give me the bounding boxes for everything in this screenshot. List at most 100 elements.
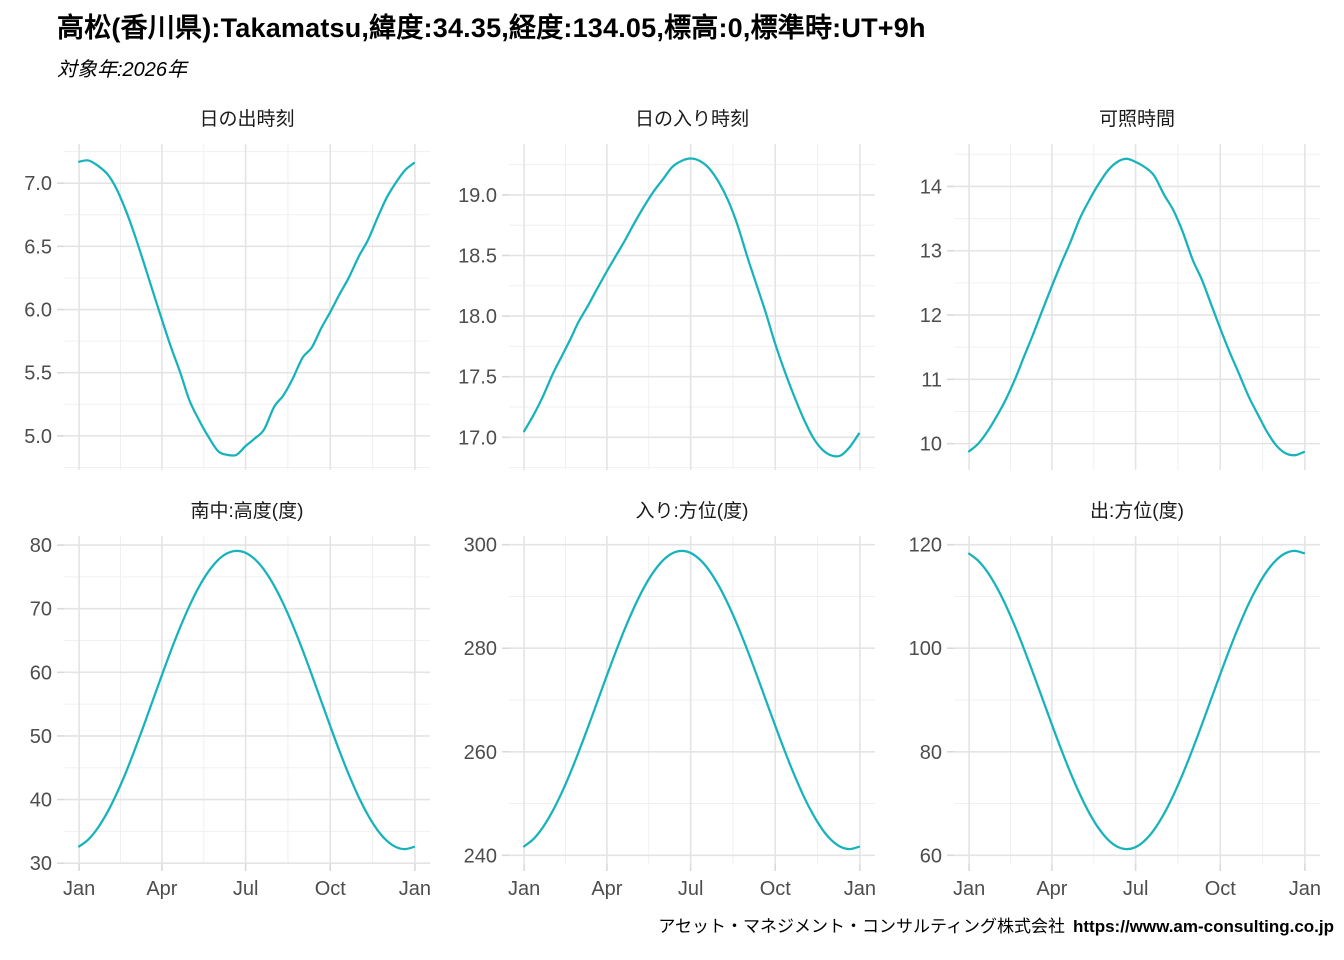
svg-text:19.0: 19.0 [458, 185, 497, 207]
chart-title-sunrise-time: 日の出時刻 [199, 109, 295, 131]
svg-text:18.5: 18.5 [458, 246, 497, 268]
chart-title-daylight-hours: 可照時間 [1098, 109, 1175, 131]
gridlines-minor [954, 144, 1320, 471]
chart-sunset-azimuth: 入り:方位(度) 240 260 280 300 Jan Apr Jul Oct Jan [455, 500, 888, 906]
chart-daylight-hours: 可照時間 10 11 12 13 14 [900, 108, 1333, 476]
line-series-culmination-altitude [77, 550, 416, 851]
charts-grid: 日の出時刻 5.0 5.5 6.0 6.5 7.0 日の入り時刻 17.0 17.5 18.0 18… [0, 82, 1344, 906]
target-year-subtitle: 対象年:2026年 [57, 59, 188, 82]
gridlines-major [954, 144, 1320, 471]
chart-sunrise-azimuth: 出:方位(度) 60 80 100 120 Jan Apr Jul Oct Jan [900, 500, 1333, 906]
gridlines-minor [64, 144, 430, 471]
gridlines-minor [509, 536, 875, 865]
chart-canvas-sunset-azimuth: 240 260 280 300 Jan Apr Jul Oct Jan [464, 535, 876, 900]
chart-title-sunset-azimuth: 入り:方位(度) [635, 501, 749, 523]
svg-text:120: 120 [909, 535, 942, 557]
y-axis-labels: 60 80 100 120 [909, 535, 942, 868]
y-axis-labels: 5.0 5.5 6.0 6.5 7.0 [24, 174, 52, 449]
svg-text:Jan: Jan [844, 878, 876, 900]
chart-title-sunrise-azimuth: 出:方位(度) [1090, 501, 1184, 523]
svg-text:Jan: Jan [508, 878, 540, 900]
gridlines-major [64, 144, 430, 471]
svg-text:5.0: 5.0 [24, 426, 52, 448]
gridlines-major [954, 536, 1320, 865]
svg-text:60: 60 [920, 846, 942, 868]
gridlines-minor [64, 536, 430, 865]
svg-text:Jul: Jul [678, 878, 704, 900]
svg-text:30: 30 [30, 854, 52, 876]
svg-text:80: 80 [30, 536, 52, 558]
svg-text:6.0: 6.0 [24, 300, 52, 322]
svg-text:Jan: Jan [63, 878, 95, 900]
svg-text:Apr: Apr [1036, 878, 1067, 900]
company-url: https://www.am-consulting.co.jp [1073, 917, 1334, 937]
chart-canvas-culmination-altitude: 30 40 50 60 70 80 Jan Apr Jul Oct Jan [30, 536, 431, 901]
axis-ticks [947, 544, 1306, 872]
svg-text:14: 14 [920, 177, 942, 199]
axis-ticks [947, 186, 954, 445]
svg-text:Jan: Jan [1289, 878, 1321, 900]
y-axis-labels: 30 40 50 60 70 80 [30, 536, 52, 876]
x-axis-labels: Jan Apr Jul Oct Jan [953, 878, 1321, 900]
svg-text:Apr: Apr [146, 878, 177, 900]
svg-text:50: 50 [30, 726, 52, 748]
chart-canvas-daylight-hours: 10 11 12 13 14 [920, 144, 1320, 471]
chart-canvas-sunrise-azimuth: 60 80 100 120 Jan Apr Jul Oct Jan [909, 535, 1321, 900]
company-name: アセット・マネジメント・コンサルティング株式会社 [658, 917, 1066, 937]
svg-text:240: 240 [464, 846, 497, 868]
page-title: 高松(香川県):Takamatsu,緯度:34.35,経度:134.05,標高:… [57, 13, 926, 43]
line-series-sunset-azimuth [522, 550, 861, 851]
chart-culmination-altitude: 南中:高度(度) 30 40 50 60 70 80 Jan Apr Jul Oct Jan [10, 500, 443, 906]
gridlines-major [509, 144, 875, 471]
svg-text:70: 70 [30, 599, 52, 621]
svg-text:280: 280 [464, 639, 497, 661]
gridlines-major [509, 536, 875, 865]
line-series-sunrise-azimuth [967, 550, 1306, 851]
gridlines-minor [954, 536, 1320, 865]
x-axis-labels: Jan Apr Jul Oct Jan [63, 878, 431, 900]
chart-title-sunset-time: 日の入り時刻 [634, 109, 749, 131]
svg-text:Apr: Apr [591, 878, 622, 900]
svg-text:12: 12 [920, 305, 942, 327]
chart-sunrise-time: 日の出時刻 5.0 5.5 6.0 6.5 7.0 [10, 108, 443, 476]
svg-text:Jan: Jan [399, 878, 431, 900]
svg-text:6.5: 6.5 [24, 237, 52, 259]
svg-text:13: 13 [920, 241, 942, 263]
gridlines-minor [509, 144, 875, 471]
axis-ticks [57, 544, 416, 872]
svg-text:100: 100 [909, 639, 942, 661]
svg-text:300: 300 [464, 535, 497, 557]
axis-ticks [57, 182, 64, 438]
svg-text:Oct: Oct [315, 878, 347, 900]
line-series-daylight-hours [967, 158, 1306, 457]
svg-text:80: 80 [920, 742, 942, 764]
y-axis-labels: 10 11 12 13 14 [920, 177, 942, 456]
x-axis-labels: Jan Apr Jul Oct Jan [508, 878, 876, 900]
svg-text:Jul: Jul [1123, 878, 1149, 900]
chart-canvas-sunset-time: 17.0 17.5 18.0 18.5 19.0 [458, 144, 875, 471]
axis-ticks [502, 544, 861, 872]
line-series-sunset-time [522, 157, 861, 458]
svg-text:18.0: 18.0 [458, 307, 497, 329]
y-axis-labels: 17.0 17.5 18.0 18.5 19.0 [458, 185, 497, 449]
y-axis-labels: 240 260 280 300 [464, 535, 497, 868]
chart-sunset-time: 日の入り時刻 17.0 17.5 18.0 18.5 19.0 [455, 108, 888, 476]
chart-canvas-sunrise-time: 5.0 5.5 6.0 6.5 7.0 [24, 144, 430, 471]
figure-footer: アセット・マネジメント・コンサルティング株式会社 https://www.am-… [0, 906, 1344, 937]
gridlines-major [64, 536, 430, 865]
axis-ticks [502, 194, 509, 439]
svg-text:Oct: Oct [1205, 878, 1237, 900]
svg-text:7.0: 7.0 [24, 174, 52, 196]
chart-title-culmination-altitude: 南中:高度(度) [190, 501, 304, 523]
svg-text:260: 260 [464, 742, 497, 764]
svg-text:17.5: 17.5 [458, 367, 497, 389]
figure-header: 高松(香川県):Takamatsu,緯度:34.35,経度:134.05,標高:… [0, 0, 1344, 82]
svg-text:Jan: Jan [953, 878, 985, 900]
svg-text:5.5: 5.5 [24, 363, 52, 385]
svg-text:Jul: Jul [233, 878, 259, 900]
svg-text:17.0: 17.0 [458, 428, 497, 450]
svg-text:11: 11 [921, 370, 942, 392]
svg-text:10: 10 [920, 434, 942, 456]
svg-text:60: 60 [30, 663, 52, 685]
